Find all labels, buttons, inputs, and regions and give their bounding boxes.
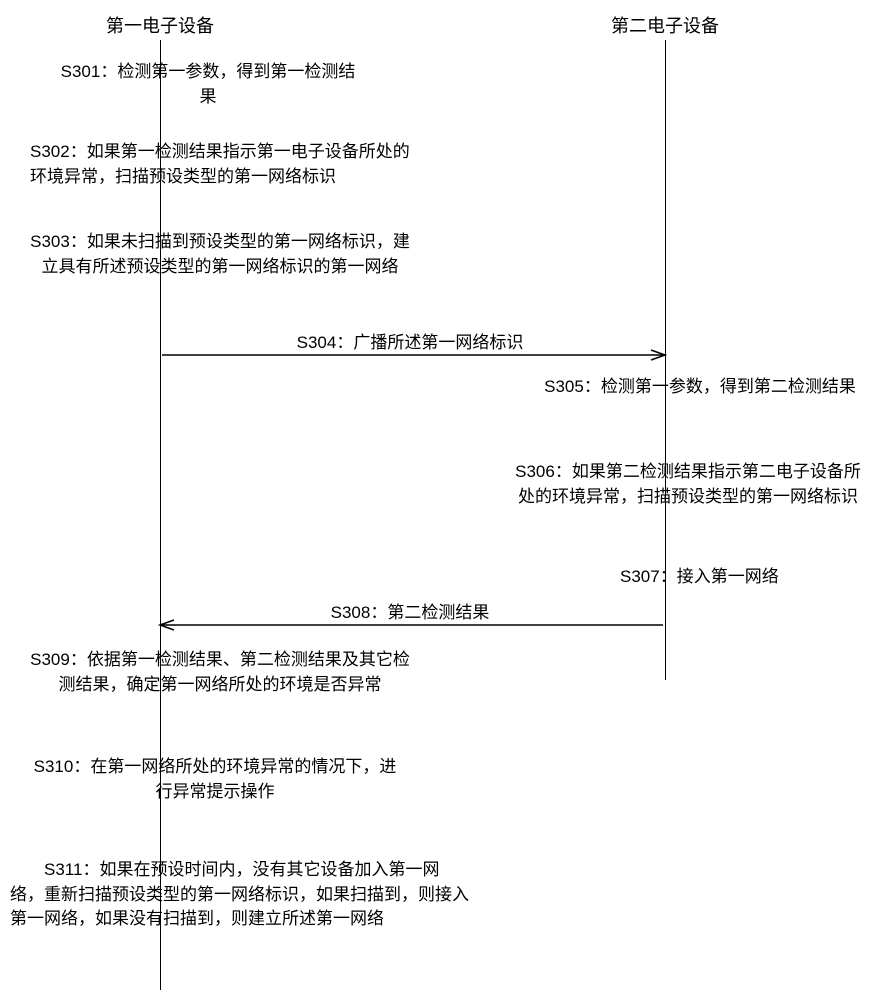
- step-s310-text: 在第一网络所处的环境异常的情况下，进行异常提示操作: [90, 757, 396, 801]
- step-s310: S310：在第一网络所处的环境异常的情况下，进行异常提示操作: [30, 755, 400, 804]
- step-s305-prefix: S305：: [544, 377, 601, 396]
- step-s302-prefix: S302：: [30, 142, 87, 161]
- step-s303: S303：如果未扫描到预设类型的第一网络标识，建立具有所述预设类型的第一网络标识…: [30, 230, 410, 279]
- actor-left-label: 第一电子设备: [100, 12, 220, 38]
- step-s306: S306：如果第二检测结果指示第二电子设备所处的环境异常，扫描预设类型的第一网络…: [510, 460, 866, 509]
- step-s309-text: 依据第一检测结果、第二检测结果及其它检测结果，确定第一网络所处的环境是否异常: [59, 650, 410, 694]
- step-s302: S302：如果第一检测结果指示第一电子设备所处的环境异常，扫描预设类型的第一网络…: [30, 140, 410, 189]
- step-s305: S305：检测第一参数，得到第二检测结果: [540, 375, 860, 400]
- step-s301: S301：检测第一参数，得到第一检测结果: [58, 60, 358, 109]
- actor-right-label: 第二电子设备: [605, 12, 725, 38]
- step-s309: S309：依据第一检测结果、第二检测结果及其它检测结果，确定第一网络所处的环境是…: [30, 648, 410, 697]
- step-s307-prefix: S307：: [620, 567, 677, 586]
- step-s302-text: 如果第一检测结果指示第一电子设备所处的环境异常，扫描预设类型的第一网络标识: [30, 142, 410, 186]
- step-s305-text: 检测第一参数，得到第二检测结果: [601, 377, 856, 396]
- step-s311-prefix: S311：: [44, 860, 99, 879]
- step-s311: S311：如果在预设时间内，没有其它设备加入第一网络，重新扫描预设类型的第一网络…: [10, 858, 470, 932]
- step-s307: S307：接入第一网络: [620, 565, 860, 590]
- step-s310-prefix: S310：: [34, 757, 91, 776]
- arrow-s304: [160, 350, 665, 362]
- step-s309-prefix: S309：: [30, 650, 87, 669]
- sequence-diagram: 第一电子设备 第二电子设备 S301：检测第一参数，得到第一检测结果 S302：…: [0, 0, 876, 1000]
- step-s306-prefix: S306：: [515, 462, 572, 481]
- step-s303-prefix: S303：: [30, 232, 87, 251]
- step-s307-text: 接入第一网络: [677, 567, 779, 586]
- arrow-s308: [160, 620, 665, 632]
- step-s303-text: 如果未扫描到预设类型的第一网络标识，建立具有所述预设类型的第一网络标识的第一网络: [42, 232, 410, 276]
- step-s301-text: 检测第一参数，得到第一检测结果: [117, 62, 355, 106]
- step-s301-prefix: S301：: [61, 62, 118, 81]
